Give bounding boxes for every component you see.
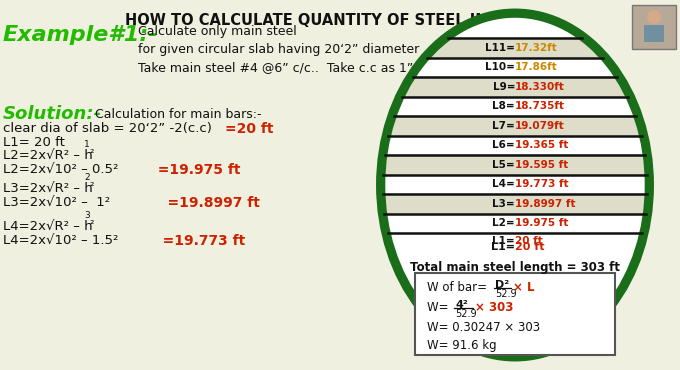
- Text: ²: ²: [90, 220, 95, 230]
- Text: L6=: L6=: [492, 140, 515, 150]
- Text: 4²: 4²: [455, 300, 468, 310]
- Text: =20 ft: =20 ft: [225, 122, 273, 136]
- Text: L4=: L4=: [492, 179, 515, 189]
- Text: L3=2x√R² – h: L3=2x√R² – h: [3, 182, 92, 195]
- Bar: [632, 5, 676, 49]
- Text: W of bar=: W of bar=: [427, 281, 491, 294]
- Text: clear dia of slab = 20‘2” -2(c.c): clear dia of slab = 20‘2” -2(c.c): [3, 122, 220, 135]
- Text: D²: D²: [495, 280, 509, 290]
- Text: L2=2x√R² – h: L2=2x√R² – h: [3, 149, 92, 162]
- Text: 19.365 ft: 19.365 ft: [515, 140, 568, 150]
- Text: L2=2x√10² – 0.5²: L2=2x√10² – 0.5²: [3, 163, 118, 176]
- Text: 17.86ft: 17.86ft: [515, 62, 558, 72]
- Polygon shape: [388, 116, 642, 135]
- Text: 19.595 ft: 19.595 ft: [515, 160, 568, 170]
- Text: 52.9: 52.9: [455, 309, 477, 319]
- Text: × 303: × 303: [475, 301, 513, 314]
- Text: L3=2x√10² –  1²: L3=2x√10² – 1²: [3, 196, 110, 209]
- Polygon shape: [427, 38, 602, 57]
- Polygon shape: [383, 155, 647, 175]
- Text: W=: W=: [427, 301, 452, 314]
- Text: L7=: L7=: [492, 121, 515, 131]
- Text: HOW TO CALCULATE QUANTITY OF STEEL IN SLAB: HOW TO CALCULATE QUANTITY OF STEEL IN SL…: [125, 13, 535, 28]
- Ellipse shape: [382, 15, 647, 355]
- Text: L10=: L10=: [485, 62, 515, 72]
- Text: 20 ft: 20 ft: [515, 236, 543, 246]
- Text: 52.9: 52.9: [495, 289, 517, 299]
- Text: L9=: L9=: [492, 82, 515, 92]
- Text: =19.975 ft: =19.975 ft: [148, 163, 241, 177]
- Text: ²: ²: [90, 182, 95, 192]
- Text: 2: 2: [84, 173, 90, 182]
- Text: W= 91.6 kg: W= 91.6 kg: [427, 339, 496, 352]
- Text: =19.773 ft: =19.773 ft: [148, 234, 245, 248]
- Text: L1=: L1=: [492, 236, 515, 246]
- Text: Total main steel length = 303 ft: Total main steel length = 303 ft: [410, 261, 620, 274]
- Text: Calculation for main bars:-: Calculation for main bars:-: [95, 108, 262, 121]
- Text: 17.32ft: 17.32ft: [515, 43, 558, 53]
- Text: 18.735ft: 18.735ft: [515, 101, 565, 111]
- Text: L8=: L8=: [492, 101, 515, 111]
- Text: L4=2x√10² – 1.5²: L4=2x√10² – 1.5²: [3, 234, 118, 247]
- FancyBboxPatch shape: [644, 25, 664, 42]
- Text: Example#1:-: Example#1:-: [3, 25, 158, 45]
- Text: 19.8997 ft: 19.8997 ft: [515, 199, 575, 209]
- Text: L1= 20 ft: L1= 20 ft: [3, 136, 65, 149]
- Text: Solution:-: Solution:-: [3, 105, 102, 123]
- Text: L11=: L11=: [485, 43, 515, 53]
- Text: L5=: L5=: [492, 160, 515, 170]
- Text: L2=: L2=: [492, 218, 515, 228]
- Text: 19.773 ft: 19.773 ft: [515, 179, 568, 189]
- Bar: [415, 273, 615, 355]
- Text: L4=2x√R² – h: L4=2x√R² – h: [3, 220, 92, 233]
- Text: W= 0.30247 × 303: W= 0.30247 × 303: [427, 321, 540, 334]
- Text: 1: 1: [84, 140, 90, 149]
- Text: L3=: L3=: [492, 199, 515, 209]
- Text: × L: × L: [513, 281, 534, 294]
- Text: ²: ²: [90, 149, 95, 159]
- Text: Calculate only main steel
for given circular slab having 20‘2” diameter
Take mai: Calculate only main steel for given circ…: [138, 25, 420, 74]
- Text: 18.330ft: 18.330ft: [515, 82, 565, 92]
- Text: 19.975 ft: 19.975 ft: [515, 218, 568, 228]
- Circle shape: [647, 10, 661, 24]
- Text: 20 ft: 20 ft: [515, 242, 545, 252]
- Text: 3: 3: [84, 211, 90, 220]
- Text: L1=: L1=: [491, 242, 515, 252]
- Polygon shape: [383, 194, 647, 213]
- Text: 19.079ft: 19.079ft: [515, 121, 565, 131]
- Polygon shape: [402, 77, 628, 97]
- Text: =19.8997 ft: =19.8997 ft: [148, 196, 260, 210]
